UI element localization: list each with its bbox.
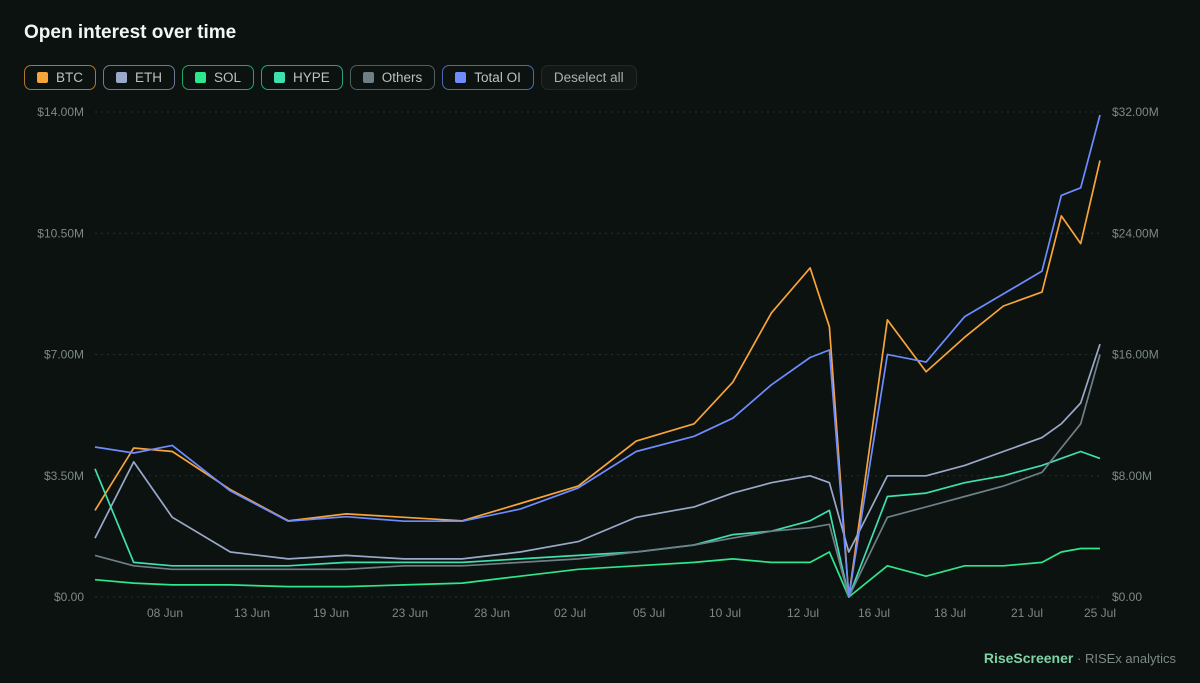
chart-title: Open interest over time xyxy=(24,22,237,43)
legend-chip-total-oi[interactable]: Total OI xyxy=(442,65,534,90)
legend-chip-sol[interactable]: SOL xyxy=(182,65,255,90)
series-line-eth xyxy=(94,343,1101,560)
y-right-tick-label: $24.00M xyxy=(1112,226,1159,240)
deselect-all-button[interactable]: Deselect all xyxy=(540,65,637,90)
y-right-tick-label: $32.00M xyxy=(1112,105,1159,119)
series-line-btc xyxy=(94,160,1101,598)
x-tick-label: 18 Jul xyxy=(934,606,966,620)
y-left-tick-label: $3.50M xyxy=(44,469,84,483)
series-line-others xyxy=(94,354,1101,598)
x-tick-label: 02 Jul xyxy=(554,606,586,620)
footer-suffix: RISEx analytics xyxy=(1084,651,1176,666)
legend-chip-others[interactable]: Others xyxy=(349,65,436,90)
y-left-tick-label: $14.00M xyxy=(37,105,84,119)
x-tick-label: 23 Jun xyxy=(392,606,428,620)
legend-chip-hype[interactable]: HYPE xyxy=(261,65,343,90)
x-tick-label: 05 Jul xyxy=(633,606,665,620)
legend-swatch xyxy=(116,72,127,83)
x-tick-label: 21 Jul xyxy=(1011,606,1043,620)
legend-label: Others xyxy=(381,70,423,85)
legend-label: BTC xyxy=(56,70,83,85)
x-tick-label: 08 Jun xyxy=(147,606,183,620)
x-tick-label: 13 Jun xyxy=(234,606,270,620)
y-left-tick-label: $7.00M xyxy=(44,348,84,362)
x-tick-label: 19 Jun xyxy=(313,606,349,620)
x-tick-label: 28 Jun xyxy=(474,606,510,620)
footer: RiseScreener · RISEx analytics xyxy=(984,650,1176,666)
legend-swatch xyxy=(37,72,48,83)
legend-label: SOL xyxy=(214,70,242,85)
y-right-tick-label: $0.00 xyxy=(1112,590,1142,604)
y-right-tick-label: $16.00M xyxy=(1112,348,1159,362)
x-tick-label: 16 Jul xyxy=(858,606,890,620)
x-tick-label: 10 Jul xyxy=(709,606,741,620)
series-line-total-oi xyxy=(94,114,1101,598)
y-left-tick-label: $10.50M xyxy=(37,226,84,240)
footer-brand[interactable]: RiseScreener xyxy=(983,650,1074,666)
legend-swatch xyxy=(195,72,206,83)
legend-label: HYPE xyxy=(293,70,330,85)
legend-swatch xyxy=(362,72,374,83)
legend-swatch xyxy=(455,72,467,83)
series-line-sol xyxy=(94,547,1100,598)
x-tick-label: 25 Jul xyxy=(1084,606,1116,620)
y-right-tick-label: $8.00M xyxy=(1112,469,1152,483)
legend-label: Total OI xyxy=(474,70,521,85)
legend-swatch xyxy=(274,72,286,83)
legend: BTC ETH SOL HYPE Others Total OI Deselect all xyxy=(24,65,637,90)
footer-separator: · xyxy=(1076,651,1082,666)
legend-chip-eth[interactable]: ETH xyxy=(103,65,175,90)
x-tick-label: 12 Jul xyxy=(787,606,819,620)
legend-chip-btc[interactable]: BTC xyxy=(24,65,96,90)
series-line-hype xyxy=(94,450,1101,598)
y-left-tick-label: $0.00 xyxy=(54,590,84,604)
legend-label: ETH xyxy=(135,70,162,85)
